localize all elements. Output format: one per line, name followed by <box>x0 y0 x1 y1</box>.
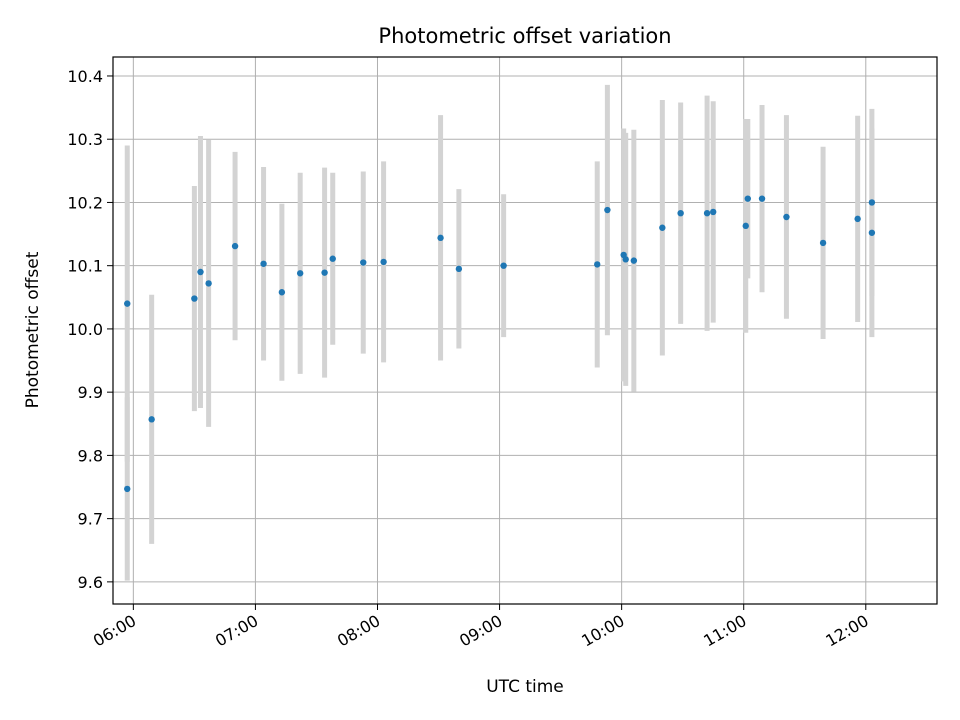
data-point <box>260 260 267 267</box>
data-point <box>321 269 328 276</box>
data-point <box>500 262 507 269</box>
y-tick-label: 9.9 <box>78 383 103 402</box>
y-tick-label: 10.2 <box>67 193 103 212</box>
y-tick-label: 10.1 <box>67 257 103 276</box>
data-point <box>604 206 611 214</box>
y-tick-label: 9.8 <box>78 446 103 465</box>
data-point <box>124 300 131 307</box>
data-point <box>622 256 629 263</box>
y-axis-label: Photometric offset <box>23 251 43 408</box>
data-point <box>758 195 766 202</box>
data-point <box>594 261 601 268</box>
data-point <box>124 485 131 493</box>
y-tick-label: 10.0 <box>67 320 103 339</box>
data-point <box>191 295 198 302</box>
y-tick-label: 9.7 <box>78 510 103 529</box>
chart-title: Photometric offset variation <box>378 24 671 48</box>
data-point <box>677 209 684 217</box>
data-points <box>124 195 876 493</box>
data-point <box>296 270 304 277</box>
data-point <box>630 257 638 264</box>
y-axis-ticks: 9.6 9.7 9.8 9.9 10.0 10.1 10.2 10.3 10.4 <box>67 67 113 592</box>
data-point <box>744 195 751 202</box>
data-point <box>659 224 666 231</box>
y-tick-label: 10.4 <box>67 67 103 86</box>
data-point <box>380 258 387 266</box>
data-point <box>703 209 711 217</box>
data-point <box>437 234 444 242</box>
data-point <box>231 242 239 250</box>
data-point <box>455 265 463 273</box>
data-point <box>783 213 790 221</box>
data-point <box>278 289 286 296</box>
data-point <box>868 229 876 236</box>
data-point <box>148 416 155 423</box>
data-point <box>742 222 749 230</box>
y-tick-label: 10.3 <box>67 130 103 149</box>
data-point <box>205 280 212 287</box>
data-point <box>360 259 367 266</box>
plot-area <box>112 56 938 605</box>
data-point <box>709 208 717 216</box>
data-point <box>868 199 876 206</box>
y-tick-label: 9.6 <box>78 573 103 592</box>
data-point <box>329 255 336 262</box>
data-point <box>819 239 827 247</box>
data-point <box>197 268 204 276</box>
data-point <box>854 215 861 223</box>
axes-frame <box>112 56 938 605</box>
x-axis-label: UTC time <box>486 677 564 697</box>
